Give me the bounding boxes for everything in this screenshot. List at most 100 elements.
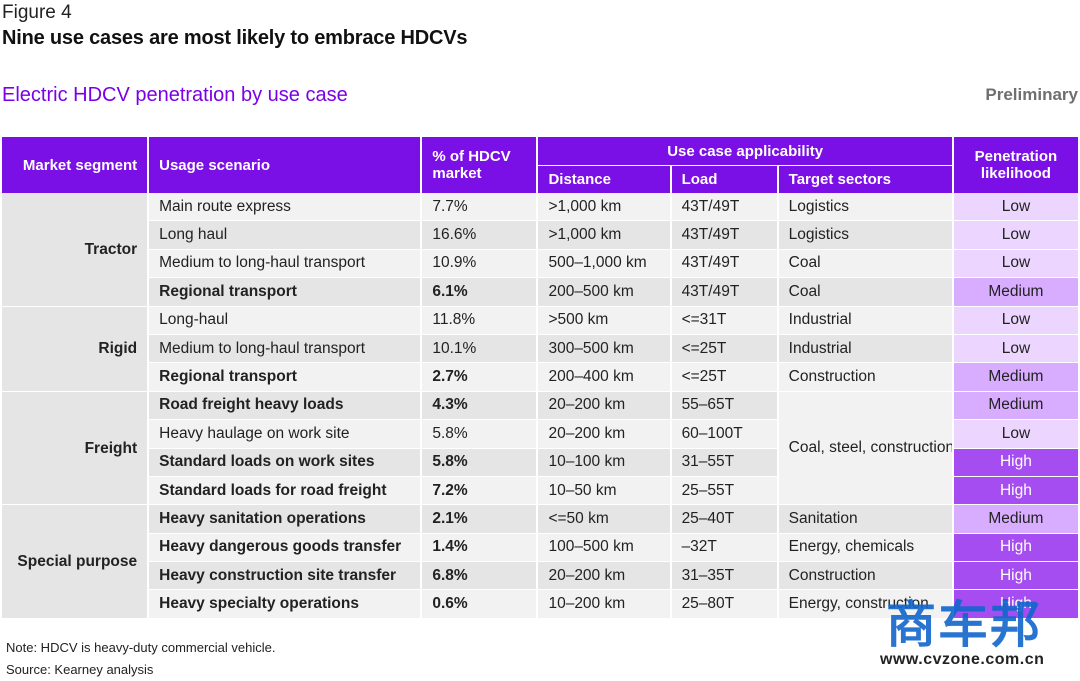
share-cell: 7.2% — [421, 476, 539, 506]
distance-cell: 20–200 km — [537, 419, 672, 449]
share-cell: 10.1% — [421, 334, 539, 364]
penetration-cell: Medium — [952, 362, 1080, 392]
header-distance: Distance — [537, 165, 672, 193]
table-row: Freight Road freight heavy loads 4.3% 20… — [2, 391, 1080, 506]
sectors-cell: Energy, construction — [777, 589, 954, 619]
scenario-cell: Medium to long-haul transport — [148, 249, 423, 279]
penetration-cell: High — [952, 476, 1080, 506]
sectors-cell: Coal — [777, 277, 954, 307]
table-row: Heavy construction site transfer 6.8% 20… — [2, 561, 1080, 591]
sectors-cell-merged: Coal, steel, construction, mining — [777, 391, 954, 506]
share-cell: 5.8% — [421, 419, 539, 449]
sectors-cell: Coal — [777, 249, 954, 279]
watermark-url: www.cvzone.com.cn — [880, 651, 1045, 668]
load-cell: 31–35T — [670, 561, 779, 591]
distance-cell: 200–500 km — [537, 277, 672, 307]
table-row: Heavy dangerous goods transfer 1.4% 100–… — [2, 533, 1080, 563]
distance-cell: 100–500 km — [537, 533, 672, 563]
penetration-cell: High — [952, 533, 1080, 563]
share-cell: 10.9% — [421, 249, 539, 279]
share-cell: 2.7% — [421, 362, 539, 392]
watermark: 商车邦 www.cvzone.com.cn — [880, 585, 1076, 673]
load-cell: –32T — [670, 533, 779, 563]
table-row: Regional transport 2.7% 200–400 km <=25T… — [2, 362, 1080, 392]
scenario-cell: Heavy construction site transfer — [148, 561, 423, 591]
penetration-cell: High — [952, 589, 1080, 619]
load-cell: 31–55T — [670, 448, 779, 477]
figure-subtitle: Electric HDCV penetration by use case — [2, 84, 348, 106]
share-cell: 2.1% — [421, 504, 539, 534]
table-row: Standard loads for road freight 7.2% 10–… — [2, 476, 1080, 506]
table-row: Rigid Long-haul 11.8% >500 km <=31T Indu… — [2, 306, 1080, 392]
scenario-cell: Regional transport — [148, 277, 423, 307]
penetration-cell: High — [952, 561, 1080, 591]
scenario-cell: Medium to long-haul transport — [148, 334, 423, 364]
segment-tractor: Tractor — [2, 193, 150, 307]
penetration-cell: Medium — [952, 504, 1080, 534]
share-cell: 4.3% — [421, 391, 539, 421]
footnotes: Note: HDCV is heavy-duty commercial vehi… — [6, 637, 275, 681]
load-cell: 55–65T — [670, 391, 779, 421]
header-market-segment: Market segment — [2, 137, 150, 193]
distance-cell: >500 km — [537, 306, 672, 335]
segment-rigid: Rigid — [2, 306, 150, 392]
share-cell: 7.7% — [421, 193, 539, 222]
distance-cell: 10–100 km — [537, 448, 672, 477]
segment-special-purpose: Special purpose — [2, 504, 150, 619]
distance-cell: 500–1,000 km — [537, 249, 672, 279]
load-cell: <=25T — [670, 362, 779, 392]
distance-cell: 10–200 km — [537, 589, 672, 619]
load-cell: 43T/49T — [670, 277, 779, 307]
share-cell: 11.8% — [421, 306, 539, 335]
share-cell: 6.1% — [421, 277, 539, 307]
use-case-table: Market segment Usage scenario % of HDCV … — [2, 137, 1080, 619]
table-row: Special purpose Heavy sanitation operati… — [2, 504, 1080, 619]
table-row: Regional transport 6.1% 200–500 km 43T/4… — [2, 277, 1080, 307]
sectors-cell: Construction — [777, 561, 954, 591]
table-row: Long haul 16.6% >1,000 km 43T/49T Logist… — [2, 220, 1080, 250]
sectors-cell: Energy, chemicals — [777, 533, 954, 563]
distance-cell: >1,000 km — [537, 220, 672, 250]
scenario-cell: Heavy specialty operations — [148, 589, 423, 619]
load-cell: 43T/49T — [670, 249, 779, 279]
distance-cell: 300–500 km — [537, 334, 672, 364]
distance-cell: >1,000 km — [537, 193, 672, 222]
note-text: Note: HDCV is heavy-duty commercial vehi… — [6, 640, 276, 655]
sectors-cell: Industrial — [777, 306, 954, 335]
scenario-cell: Road freight heavy loads — [148, 391, 423, 421]
sectors-cell: Industrial — [777, 334, 954, 364]
penetration-cell: High — [952, 448, 1080, 477]
load-cell: <=31T — [670, 306, 779, 335]
load-cell: 60–100T — [670, 419, 779, 449]
table-row: Standard loads on work sites 5.8% 10–100… — [2, 448, 1080, 477]
table-row: Medium to long-haul transport 10.9% 500–… — [2, 249, 1080, 279]
penetration-cell: Low — [952, 306, 1080, 335]
penetration-cell: Low — [952, 193, 1080, 222]
figure-label: Figure 4 — [2, 2, 72, 23]
penetration-cell: Low — [952, 249, 1080, 279]
scenario-cell: Heavy haulage on work site — [148, 419, 423, 449]
scenario-cell: Heavy sanitation operations — [148, 504, 423, 534]
header-market-share: % of HDCV market — [421, 137, 539, 193]
penetration-cell: Medium — [952, 277, 1080, 307]
header-penetration-likelihood: Penetration likelihood — [952, 137, 1080, 193]
load-cell: 43T/49T — [670, 193, 779, 222]
sectors-cell: Construction — [777, 362, 954, 392]
sectors-cell: Logistics — [777, 193, 954, 222]
status-label: Preliminary — [985, 85, 1078, 104]
table-row: Tractor Main route express 7.7% >1,000 k… — [2, 193, 1080, 307]
share-cell: 6.8% — [421, 561, 539, 591]
scenario-cell: Long haul — [148, 220, 423, 250]
header-target-sectors: Target sectors — [777, 165, 954, 193]
scenario-cell: Heavy dangerous goods transfer — [148, 533, 423, 563]
share-cell: 0.6% — [421, 589, 539, 619]
load-cell: 43T/49T — [670, 220, 779, 250]
header-usage-scenario: Usage scenario — [148, 137, 423, 193]
header-use-case-applicability: Use case applicability — [537, 137, 954, 166]
distance-cell: 20–200 km — [537, 561, 672, 591]
share-cell: 1.4% — [421, 533, 539, 563]
source-text: Source: Kearney analysis — [6, 662, 154, 677]
scenario-cell: Regional transport — [148, 362, 423, 392]
scenario-cell: Standard loads for road freight — [148, 476, 423, 506]
segment-freight: Freight — [2, 391, 150, 506]
